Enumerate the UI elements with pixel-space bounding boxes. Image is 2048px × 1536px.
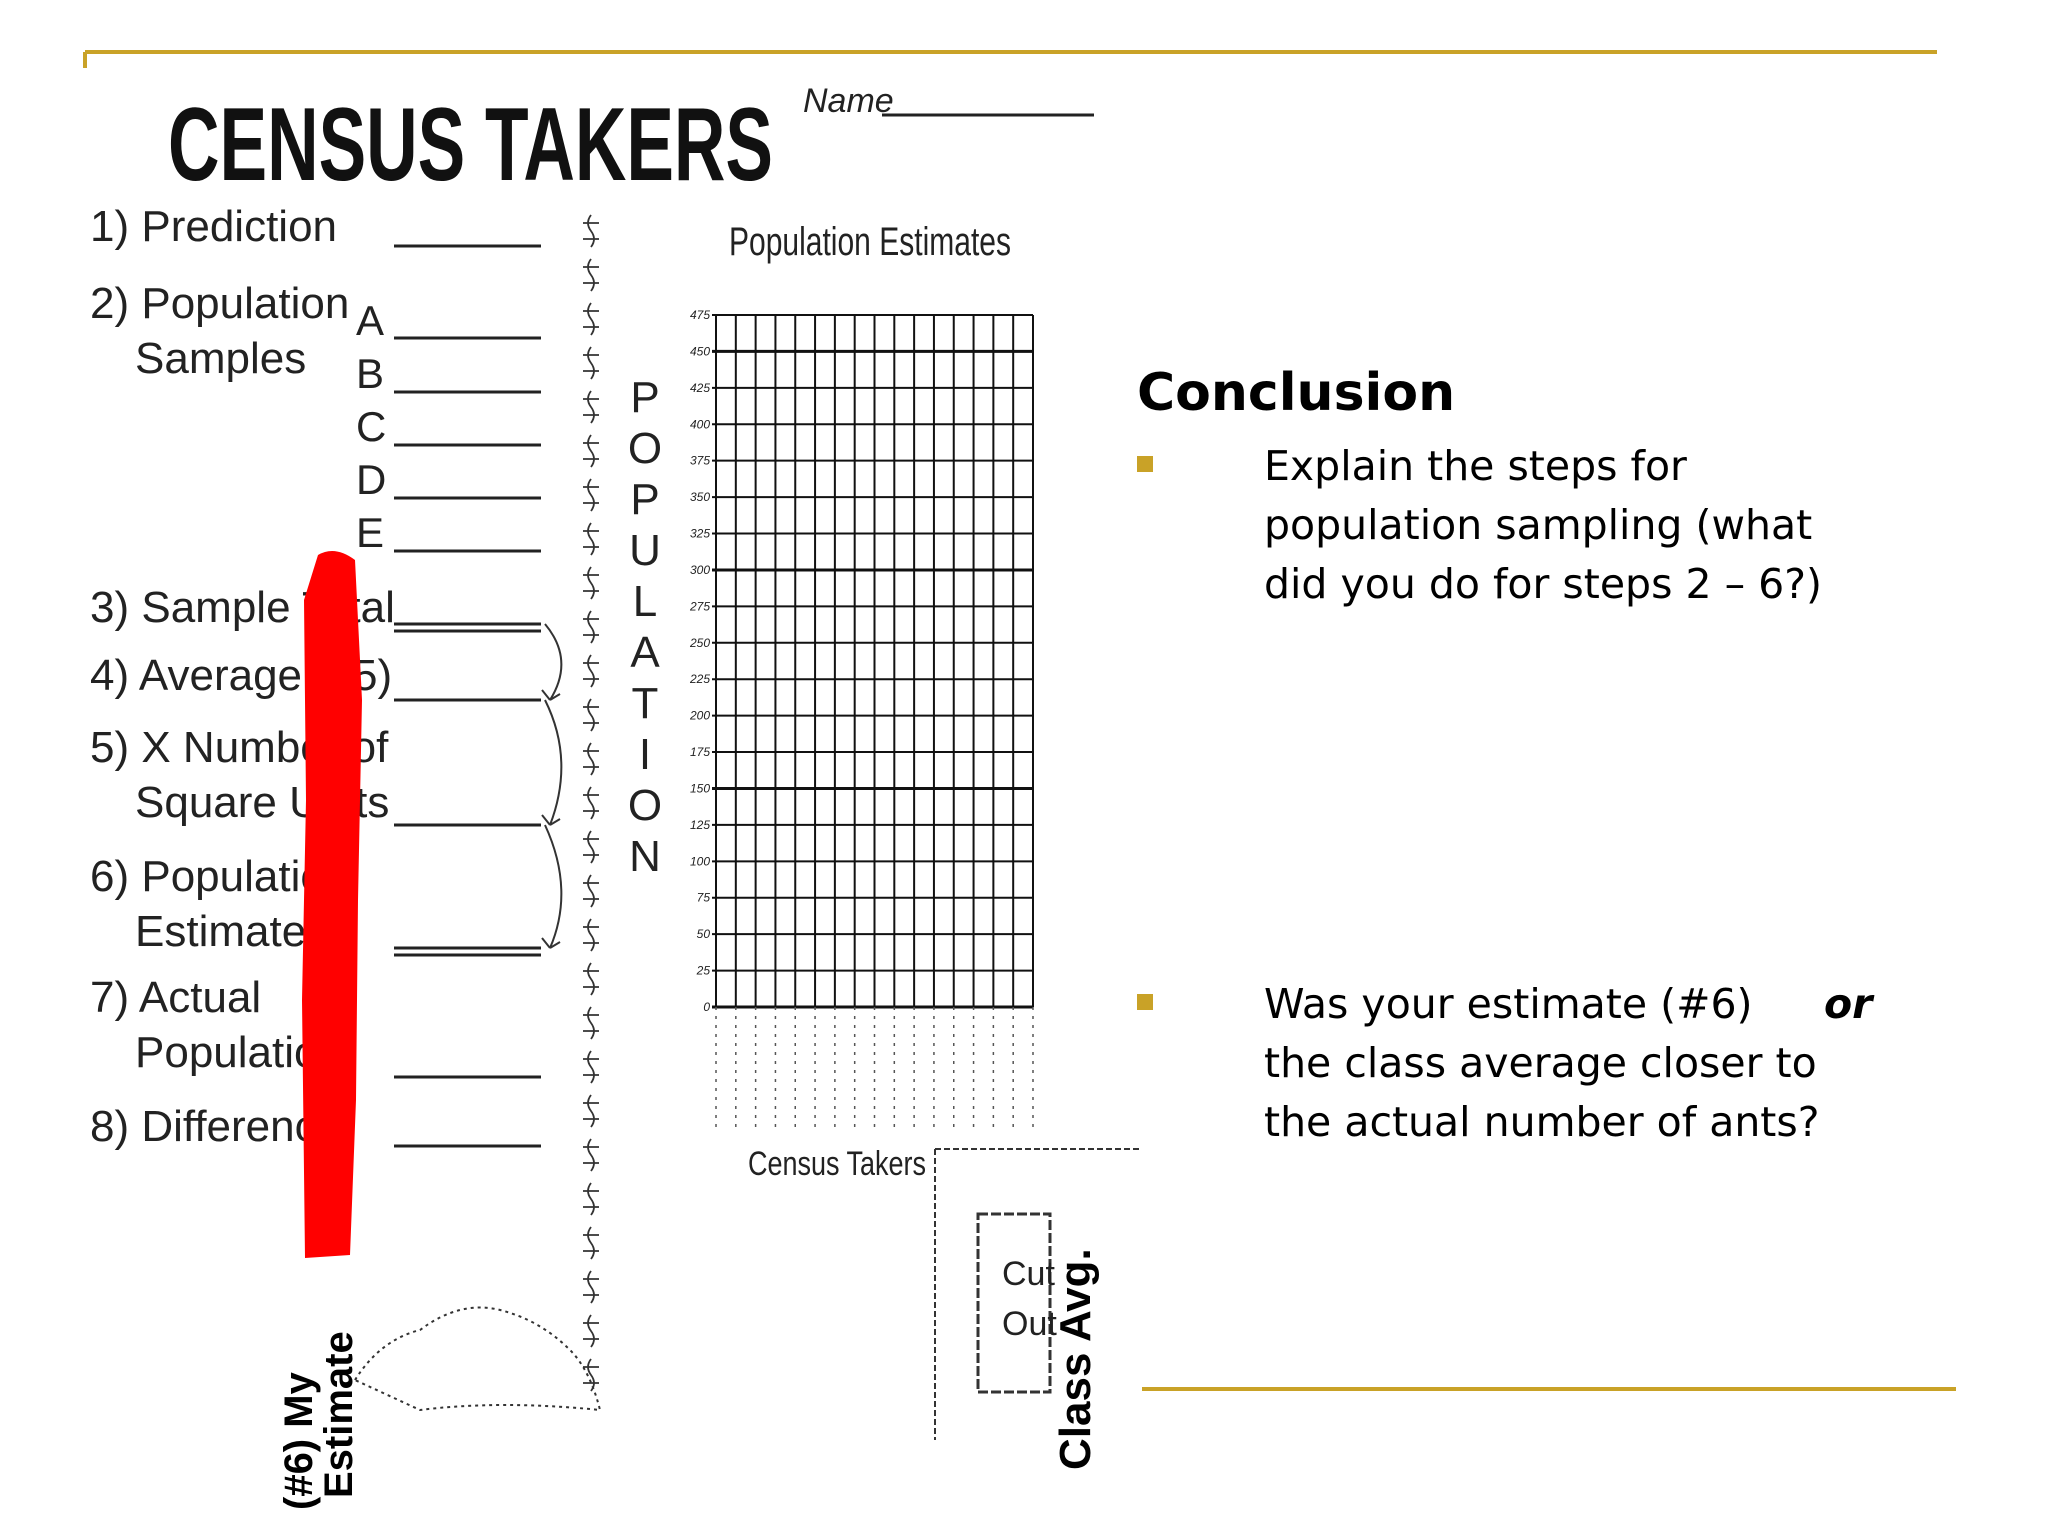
bullet-text: the actual number of ants? [1264,1098,1820,1146]
graph-tick-label: 50 [697,927,711,941]
axis-letter: P [630,373,659,422]
ant [583,478,599,512]
sample-label: E [356,509,384,556]
ant [583,1358,599,1392]
answer-lines [394,244,541,1148]
axis-letter: I [639,730,651,779]
graph-tick-label: 475 [690,308,710,322]
ant [583,1006,599,1040]
ant [583,610,599,644]
graph-tick-label: 350 [690,490,710,504]
red-scribble [302,551,362,1258]
ant [583,962,599,996]
axis-letter: N [629,832,661,881]
ant [583,522,599,556]
bullet-emphasis: or [1824,980,1875,1028]
graph-tick-label: 450 [690,344,710,358]
conclusion-title: Conclusion [1137,363,1455,423]
step-label: 7) Actual [90,973,261,1022]
ant [583,566,599,600]
step-label: Estimate [135,907,306,956]
graph-grid: POPULATIONPOPULATION02550751001251501752… [628,308,1034,1129]
graph-footer: Census Takers [748,1145,926,1183]
ant [583,918,599,952]
my-estimate-label: Estimate [317,1331,361,1498]
graph-tick-label: 150 [690,781,710,795]
arrows [541,623,563,949]
graph-tick-label: 175 [690,745,710,759]
ant [583,742,599,776]
sample-label: D [356,456,386,503]
axis-letter: O [628,781,662,830]
ant [583,434,599,468]
graph-tick-label: 375 [690,454,710,468]
ant [583,1270,599,1304]
name-label: Name [803,82,894,120]
graph-tick-label: 425 [690,381,710,395]
ant [583,1314,599,1348]
bullet-marker [1137,456,1153,472]
step-label: 8) Difference [90,1102,341,1151]
graph-tick-label: 250 [689,636,710,650]
anthill [353,1306,602,1412]
cutout-text: Out [1002,1305,1057,1343]
ant [583,1226,599,1260]
graph-tick-label: 0 [703,1000,710,1014]
graph-tick-label: 225 [689,672,710,686]
bullet-text: Explain the steps for [1264,442,1687,490]
bullet-text: population sampling (what [1264,501,1812,549]
ant [583,1094,599,1128]
ant [583,830,599,864]
ant [583,1138,599,1172]
axis-letter: L [633,577,657,626]
graph-tick-label: 125 [690,818,710,832]
ant [583,698,599,732]
graph-tick-label: 200 [689,709,710,723]
bullet-text: Was your estimate (#6) [1264,980,1753,1028]
step-label: Samples [135,334,306,383]
axis-letter: A [630,628,660,677]
cutout-border [934,1148,1140,1440]
conclusion-bullets: Explain the steps for population sampling… [1137,442,1875,1146]
bullet-marker [1137,994,1153,1010]
axis-letter: U [629,526,661,575]
axis-letter: T [632,679,659,728]
cutout-text: Cut [1002,1255,1055,1293]
class-avg-label: Class Avg. [1051,1248,1100,1470]
graph-tick-label: 25 [696,964,711,978]
worksheet-title: CENSUS TAKERS [168,87,773,203]
graph-tick-label: 400 [690,417,710,431]
cutout-box [976,1212,1052,1394]
bullet-text: did you do for steps 2 – 6?) [1264,560,1822,608]
axis-letter: O [628,424,662,473]
my-estimate-label: (#6) My [277,1371,321,1510]
sample-label: A [356,297,384,344]
ant [583,1182,599,1216]
graph-tick-label: 325 [690,527,710,541]
graph-tick-label: 275 [689,599,710,613]
step-label: 2) Population [90,279,349,328]
ant [583,390,599,424]
ant-column [583,214,599,1392]
graph-tick-label: 100 [690,854,710,868]
axis-letter: P [630,475,659,524]
ant [583,302,599,336]
ant [583,214,599,248]
ant [583,786,599,820]
ant [583,258,599,292]
ant [583,1050,599,1084]
graph-tick-label: 75 [697,891,711,905]
ant [583,346,599,380]
ant [583,874,599,908]
ant [583,654,599,688]
graph-title: Population Estimates [729,220,1011,264]
step-label: 1) Prediction [90,202,337,251]
sample-label: C [356,403,386,450]
bullet-text: the class average closer to [1264,1039,1817,1087]
sample-label: B [356,350,384,397]
graph-tick-label: 300 [690,563,710,577]
